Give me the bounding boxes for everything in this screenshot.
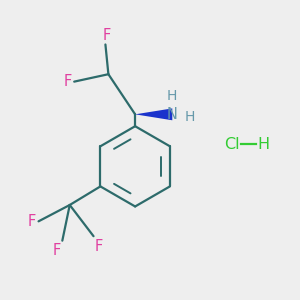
Text: F: F	[52, 243, 61, 258]
Text: H: H	[167, 89, 177, 103]
Text: H: H	[185, 110, 195, 124]
Text: N: N	[167, 107, 178, 122]
Text: F: F	[64, 74, 72, 89]
Text: Cl: Cl	[224, 136, 240, 152]
Polygon shape	[135, 108, 172, 120]
Text: F: F	[28, 214, 36, 229]
Text: F: F	[103, 28, 111, 43]
Text: F: F	[95, 238, 103, 253]
Text: H: H	[257, 136, 269, 152]
